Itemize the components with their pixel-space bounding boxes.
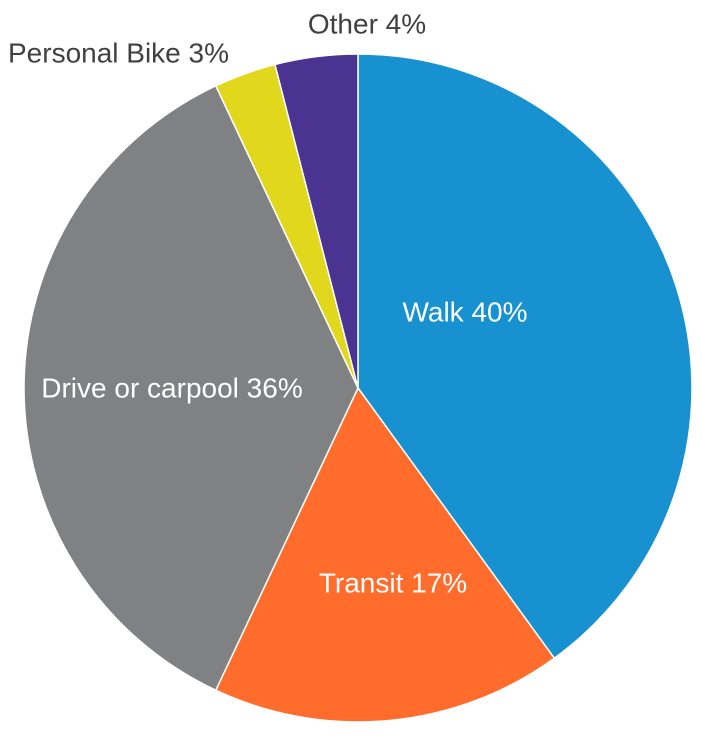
pie-label-other: Other 4% [308,8,426,39]
pie-label-walk: Walk 40% [402,296,527,327]
pie-slice-other [274,53,359,389]
pie-labels: Walk 40% Transit 17% Drive or carpool 36% P… [8,8,528,598]
pie-label-drive-or-carpool: Drive or carpool 36% [41,372,302,403]
pie-slice-walk [357,53,693,660]
pie-slice-drive-or-carpool [23,84,359,692]
pie-slice-transit [214,386,556,723]
pie-label-personal-bike: Personal Bike 3% [8,37,229,68]
pie-slices [23,53,693,723]
pie-label-transit: Transit 17% [319,567,467,598]
